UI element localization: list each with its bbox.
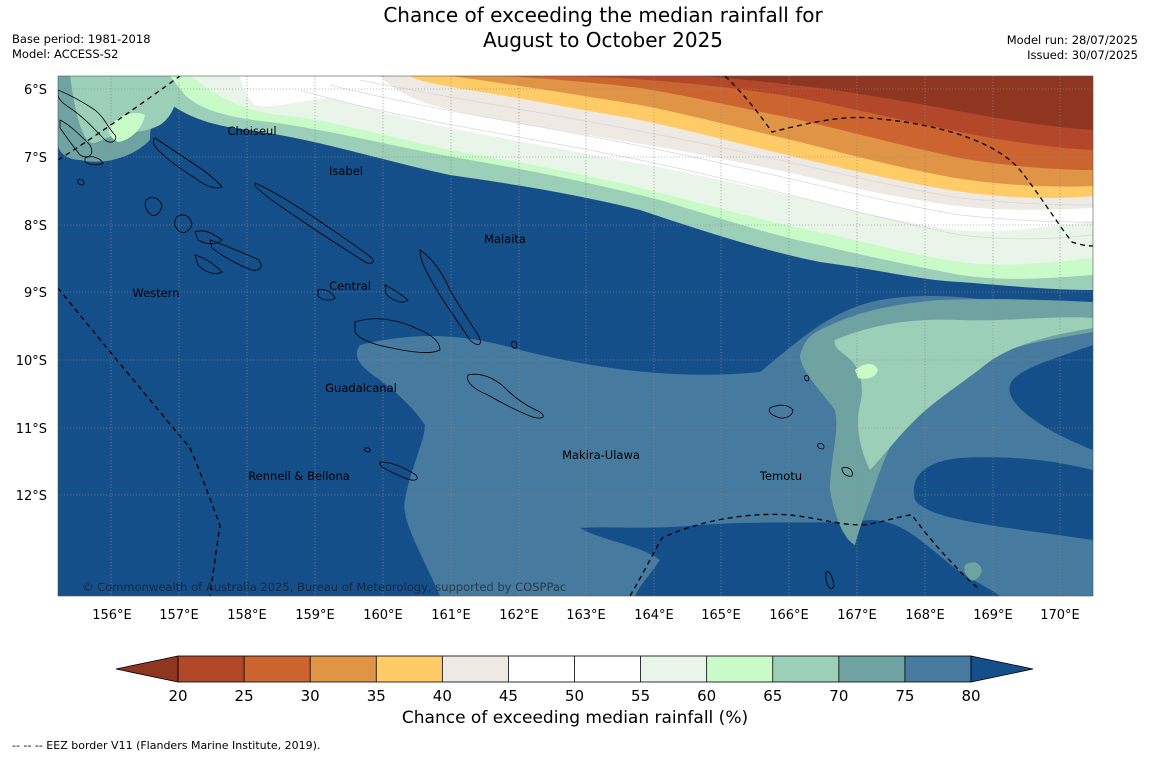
lon-label: 163°E bbox=[566, 608, 606, 623]
lon-label: 162°E bbox=[499, 608, 539, 623]
issued-text: Issued: 30/07/2025 bbox=[1027, 48, 1138, 62]
lon-label: 170°E bbox=[1040, 608, 1080, 623]
probability-band-below-20 bbox=[700, 76, 1093, 130]
metadata-right: Model run: 28/07/2025 Issued: 30/07/2025 bbox=[1007, 33, 1138, 63]
metadata-left: Base period: 1981-2018 Model: ACCESS-S2 bbox=[12, 32, 151, 62]
lon-label: 164°E bbox=[634, 608, 674, 623]
colorbar-segment bbox=[904, 656, 972, 682]
island-outlines bbox=[58, 89, 853, 590]
colorbar-segment bbox=[838, 656, 906, 682]
region-label-central: Central bbox=[329, 279, 371, 293]
region-label-guadalcanal: Guadalcanal bbox=[325, 381, 397, 395]
copyright-text: © Commonwealth of Australia 2025, Bureau… bbox=[82, 580, 566, 594]
lat-label: 7°S bbox=[24, 151, 47, 166]
lon-label: 159°E bbox=[295, 608, 335, 623]
colorbar-title: Chance of exceeding median rainfall (%) bbox=[401, 708, 749, 728]
region-labels: Choiseul Isabel Malaita Western Central … bbox=[132, 124, 802, 483]
eez-border bbox=[58, 76, 1093, 596]
region-label-makira-ulawa: Makira-Ulawa bbox=[562, 448, 640, 462]
lon-label: 157°E bbox=[159, 608, 199, 623]
model-text: Model: ACCESS-S2 bbox=[12, 47, 119, 61]
colorbar-tick-label: 75 bbox=[895, 687, 914, 705]
lat-label: 8°S bbox=[24, 219, 47, 234]
colorbar-tick-label: 70 bbox=[829, 687, 848, 705]
lon-label: 158°E bbox=[227, 608, 267, 623]
lon-label: 166°E bbox=[769, 608, 809, 623]
longitude-labels: 156°E 157°E 158°E 159°E 160°E 161°E 162°… bbox=[92, 608, 1080, 623]
lon-label: 168°E bbox=[905, 608, 945, 623]
lat-label: 9°S bbox=[24, 286, 47, 301]
colorbar-tick-label: 60 bbox=[697, 687, 716, 705]
latitude-labels: 6°S 7°S 8°S 9°S 10°S 11°S 12°S bbox=[16, 83, 47, 504]
colorbar-segment bbox=[640, 656, 708, 682]
colorbar-tick-label: 30 bbox=[301, 687, 320, 705]
lon-label: 160°E bbox=[363, 608, 403, 623]
lat-label: 10°S bbox=[16, 354, 47, 369]
colorbar-tick-label: 40 bbox=[433, 687, 452, 705]
rainfall-probability-field: © Commonwealth of Australia 2025, Bureau… bbox=[58, 76, 1093, 596]
colorbar-segment bbox=[376, 656, 443, 682]
colorbar-segment bbox=[442, 656, 509, 682]
colorbar-under-arrow bbox=[115, 655, 179, 683]
contour-lines bbox=[299, 79, 1093, 240]
map-title: Chance of exceeding the median rainfall … bbox=[0, 3, 1150, 53]
probability-band-70-75 bbox=[58, 76, 1093, 581]
region-label-temotu: Temotu bbox=[759, 469, 802, 483]
lon-label: 169°E bbox=[973, 608, 1013, 623]
lat-label: 6°S bbox=[24, 83, 47, 98]
colorbar-segment bbox=[244, 656, 311, 682]
colorbar-tick-label: 45 bbox=[499, 687, 518, 705]
colorbar-segment bbox=[178, 656, 245, 682]
title-line-1: Chance of exceeding the median rainfall … bbox=[383, 3, 823, 27]
map-frame bbox=[57, 75, 1094, 597]
lat-label: 12°S bbox=[16, 489, 47, 504]
colorbar-tick-label: 25 bbox=[235, 687, 254, 705]
colorbar-segment bbox=[310, 656, 377, 682]
region-label-malaita: Malaita bbox=[484, 232, 526, 246]
colorbar-segments bbox=[178, 656, 972, 682]
lon-label: 165°E bbox=[701, 608, 741, 623]
colorbar-frame bbox=[177, 655, 972, 683]
lat-label: 11°S bbox=[16, 422, 47, 437]
colorbar-segment bbox=[772, 656, 840, 682]
model-run-text: Model run: 28/07/2025 bbox=[1006, 33, 1138, 47]
eez-footnote: -- -- -- EEZ border V11 (Flanders Marine… bbox=[12, 739, 321, 752]
region-label-western: Western bbox=[132, 286, 179, 300]
colorbar-tick-labels: 20 25 30 35 40 45 50 55 60 65 70 75 80 bbox=[168, 687, 980, 705]
colorbar-segment bbox=[574, 656, 642, 682]
lon-label: 167°E bbox=[837, 608, 877, 623]
colorbar-tick-label: 80 bbox=[961, 687, 980, 705]
lon-label: 156°E bbox=[92, 608, 132, 623]
region-label-isabel: Isabel bbox=[329, 164, 363, 178]
colorbar-tick-label: 50 bbox=[565, 687, 584, 705]
base-period-text: Base period: 1981-2018 bbox=[12, 32, 151, 46]
colorbar-tick-label: 20 bbox=[168, 687, 187, 705]
colorbar-segment bbox=[706, 656, 774, 682]
colorbar-tick-label: 65 bbox=[763, 687, 782, 705]
colorbar-tick-label: 35 bbox=[367, 687, 386, 705]
colorbar-over-arrow bbox=[970, 655, 1034, 683]
colorbar: 20 25 30 35 40 45 50 55 60 65 70 75 80 bbox=[115, 655, 1034, 705]
colorbar-segment bbox=[508, 656, 575, 682]
colorbar-tick-label: 55 bbox=[631, 687, 650, 705]
lon-label: 161°E bbox=[431, 608, 471, 623]
region-label-choiseul: Choiseul bbox=[227, 124, 276, 138]
title-line-2: August to October 2025 bbox=[482, 28, 724, 52]
region-label-rennell-bellona: Rennell & Bellona bbox=[248, 469, 350, 483]
